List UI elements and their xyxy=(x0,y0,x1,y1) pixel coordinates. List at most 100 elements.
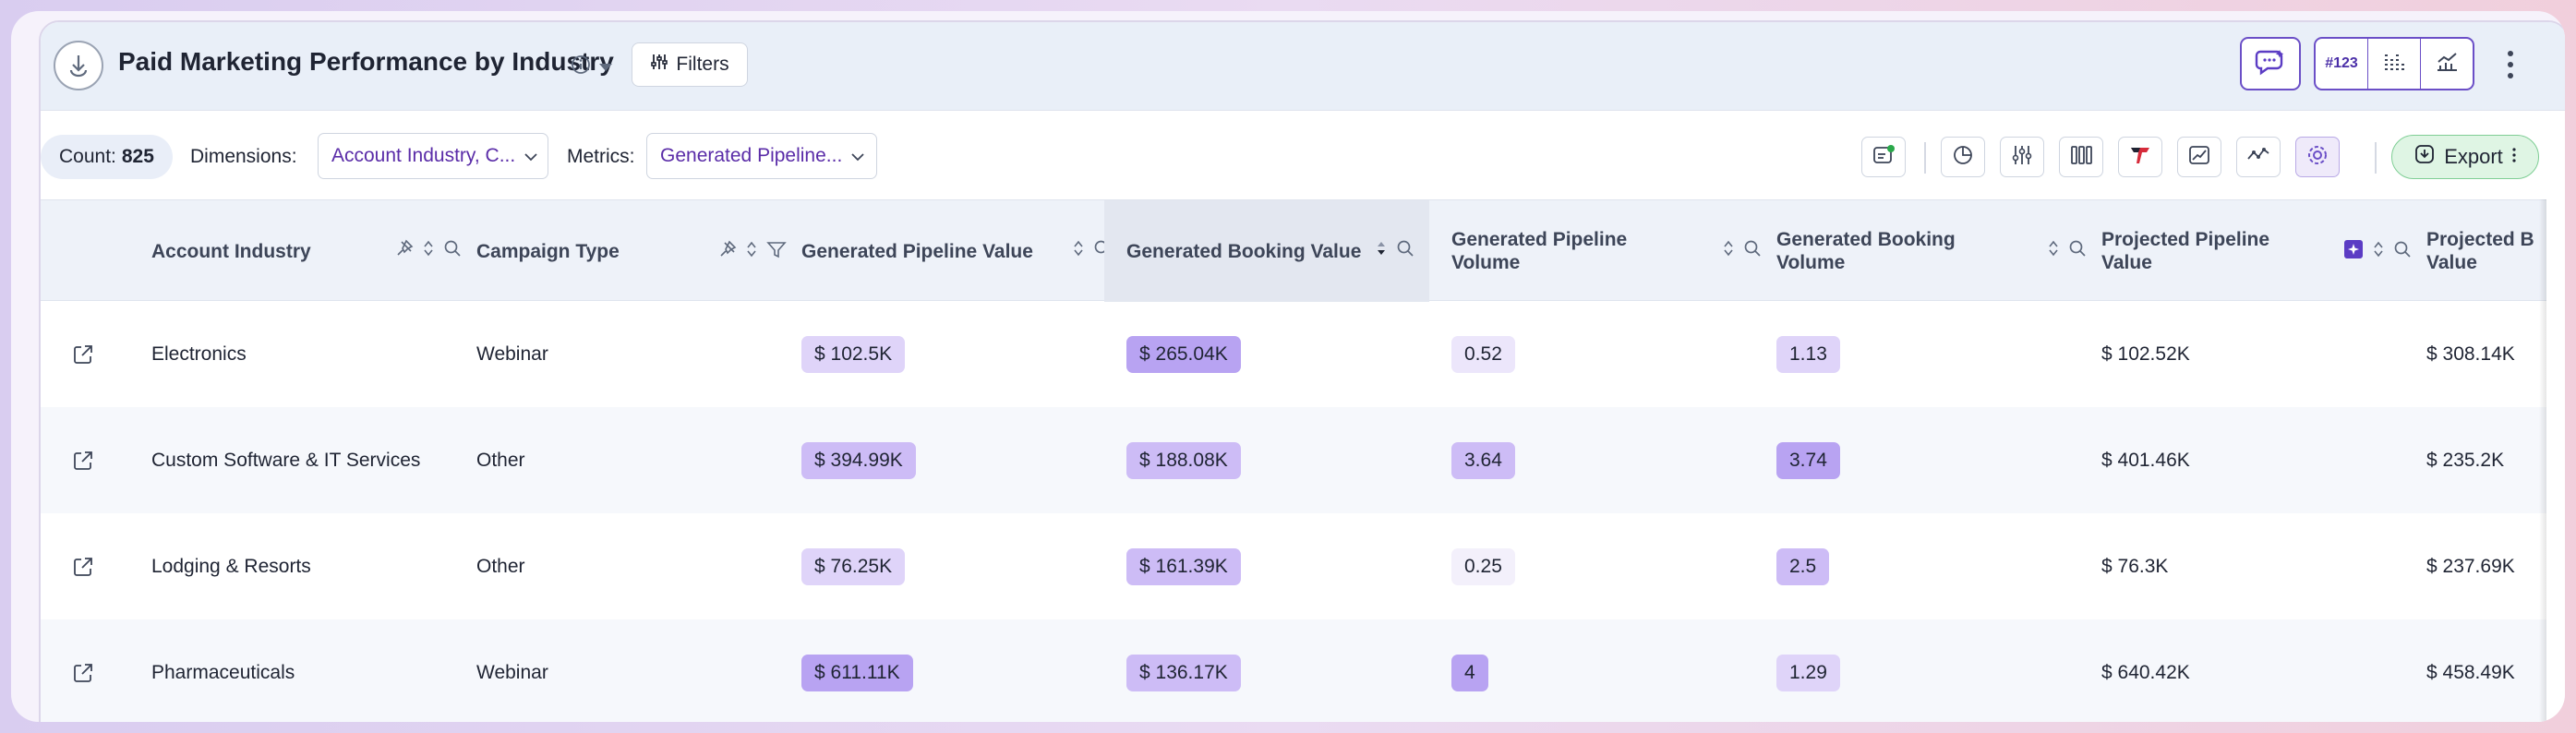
count-badge: Count: 825 xyxy=(41,135,173,179)
download-icon xyxy=(2414,144,2435,170)
pin-icon[interactable] xyxy=(718,240,737,263)
brand-t-icon xyxy=(2128,144,2152,171)
add-chart-button[interactable] xyxy=(1861,137,1906,177)
chart-view-button[interactable] xyxy=(2421,39,2473,89)
sort-icon[interactable] xyxy=(746,240,757,263)
sort-desc-icon[interactable] xyxy=(1376,239,1387,262)
number-icon: #123 xyxy=(2325,55,2358,71)
cell-campaign-type: Other xyxy=(476,449,525,471)
cell-account-industry: Lodging & Resorts xyxy=(151,555,311,577)
cell-projected-pipeline-value: $ 102.52K xyxy=(2101,342,2190,365)
search-icon[interactable] xyxy=(1743,239,1762,262)
column-header-label: Campaign Type xyxy=(476,240,620,262)
dimensions-value: Account Industry, C... xyxy=(331,145,516,166)
filters-button[interactable]: Filters xyxy=(632,42,748,87)
count-label: Count: xyxy=(59,146,116,167)
column-header-campaign-type[interactable]: Campaign Type xyxy=(476,200,801,302)
table-view-button[interactable] xyxy=(2368,39,2421,89)
horizontal-scroll-edge xyxy=(2539,199,2546,722)
column-header-label: Generated Pipeline Value xyxy=(801,240,1033,262)
visualization-switcher: #123 xyxy=(2314,37,2474,90)
count-value: 825 xyxy=(121,146,154,167)
bar-chart-icon xyxy=(2382,50,2406,78)
dimensions-select[interactable]: Account Industry, C... xyxy=(318,133,548,179)
sort-icon[interactable] xyxy=(423,239,434,262)
chevron-down-icon[interactable] xyxy=(597,61,614,78)
pin-icon[interactable] xyxy=(395,239,414,262)
brand-button[interactable] xyxy=(2118,137,2162,177)
kebab-icon[interactable] xyxy=(2506,46,2515,88)
sparkline-button[interactable] xyxy=(2236,137,2281,177)
column-header-account-industry[interactable]: Account Industry xyxy=(151,200,476,302)
dimensions-label: Dimensions: xyxy=(190,146,297,167)
sparkline-icon xyxy=(2245,144,2271,171)
adjust-button[interactable] xyxy=(2000,137,2044,177)
sort-icon[interactable] xyxy=(2048,239,2059,262)
external-link-icon[interactable] xyxy=(72,301,94,407)
sort-icon[interactable] xyxy=(2373,240,2384,263)
cell-generated-pipeline-value: $ 611.11K xyxy=(801,654,913,691)
column-header-generated-pipeline-volume[interactable]: Generated Pipeline Volume xyxy=(1451,200,1776,302)
column-header-generated-booking-volume[interactable]: Generated Booking Volume xyxy=(1776,200,2101,302)
pie-button[interactable] xyxy=(1941,137,1985,177)
cell-generated-booking-value: $ 161.39K xyxy=(1126,547,1241,585)
cell-projected-booking-value: $ 235.2K xyxy=(2426,449,2505,471)
cell-generated-booking-value: $ 188.08K xyxy=(1126,441,1241,479)
divider xyxy=(1924,142,1926,174)
external-link-icon[interactable] xyxy=(72,619,94,722)
report-card: Paid Marketing Performance by Industry F… xyxy=(39,20,2565,722)
cell-generated-booking-value: $ 136.17K xyxy=(1126,654,1241,691)
external-link-icon[interactable] xyxy=(72,407,94,513)
search-icon[interactable] xyxy=(2068,239,2087,262)
cell-generated-booking-volume: 2.5 xyxy=(1776,547,1830,585)
line-chart-icon xyxy=(2435,50,2459,78)
trend-button[interactable] xyxy=(2177,137,2221,177)
cell-campaign-type: Webinar xyxy=(476,342,548,365)
kebab-icon xyxy=(2512,145,2516,169)
export-label: Export xyxy=(2444,145,2503,168)
search-icon[interactable] xyxy=(1396,239,1414,262)
info-icon[interactable] xyxy=(571,54,591,79)
table-row[interactable]: Electronics Webinar $ 102.5K $ 265.04K 0… xyxy=(41,301,2546,407)
columns-button[interactable] xyxy=(2059,137,2103,177)
export-button[interactable]: Export xyxy=(2391,135,2539,179)
table-row[interactable]: Lodging & Resorts Other $ 76.25K $ 161.3… xyxy=(41,513,2546,619)
sort-icon[interactable] xyxy=(1073,239,1084,262)
cell-generated-pipeline-volume: 3.64 xyxy=(1451,441,1515,479)
search-icon[interactable] xyxy=(2393,240,2412,263)
logo-icon[interactable] xyxy=(54,41,103,90)
chevron-down-icon xyxy=(524,145,537,167)
plus-square-icon[interactable] xyxy=(2343,239,2364,264)
sort-icon[interactable] xyxy=(1723,239,1734,262)
column-header-generated-booking-value[interactable]: Generated Booking Value xyxy=(1104,200,1429,302)
ai-chat-button[interactable] xyxy=(2240,37,2301,90)
cell-projected-booking-value: $ 308.14K xyxy=(2426,342,2515,365)
cell-generated-pipeline-value: $ 394.99K xyxy=(801,441,916,479)
cell-account-industry: Electronics xyxy=(151,342,247,365)
search-icon[interactable] xyxy=(443,239,462,262)
column-header-label: Generated Booking Volume xyxy=(1776,229,1956,273)
cell-account-industry: Pharmaceuticals xyxy=(151,661,295,683)
column-header-projected-pipeline-value[interactable]: Projected Pipeline Value xyxy=(2101,200,2426,302)
column-header-projected-booking-value[interactable]: Projected B Value xyxy=(2426,200,2546,302)
table-row[interactable]: Pharmaceuticals Webinar $ 611.11K $ 136.… xyxy=(41,619,2546,722)
external-link-icon[interactable] xyxy=(72,513,94,619)
number-view-button[interactable]: #123 xyxy=(2316,39,2368,89)
metrics-label: Metrics: xyxy=(567,146,635,167)
column-header-generated-pipeline-value[interactable]: Generated Pipeline Value xyxy=(801,200,1126,302)
cell-projected-pipeline-value: $ 76.3K xyxy=(2101,555,2169,577)
metrics-select[interactable]: Generated Pipeline... xyxy=(646,133,877,179)
ai-chat-icon xyxy=(2255,48,2286,80)
gear-icon xyxy=(2305,143,2329,172)
column-header-label: Generated Booking Value xyxy=(1126,240,1362,262)
table-row[interactable]: Custom Software & IT Services Other $ 39… xyxy=(41,407,2546,513)
settings-button[interactable] xyxy=(2295,137,2340,177)
cell-campaign-type: Webinar xyxy=(476,661,548,683)
cell-generated-booking-volume: 1.29 xyxy=(1776,654,1840,691)
filter-icon[interactable] xyxy=(766,239,787,264)
pie-icon xyxy=(1952,144,1974,171)
cell-generated-booking-volume: 3.74 xyxy=(1776,441,1840,479)
cell-generated-pipeline-volume: 0.25 xyxy=(1451,547,1515,585)
page-title: Paid Marketing Performance by Industry xyxy=(118,47,614,76)
cell-generated-pipeline-volume: 4 xyxy=(1451,654,1488,691)
